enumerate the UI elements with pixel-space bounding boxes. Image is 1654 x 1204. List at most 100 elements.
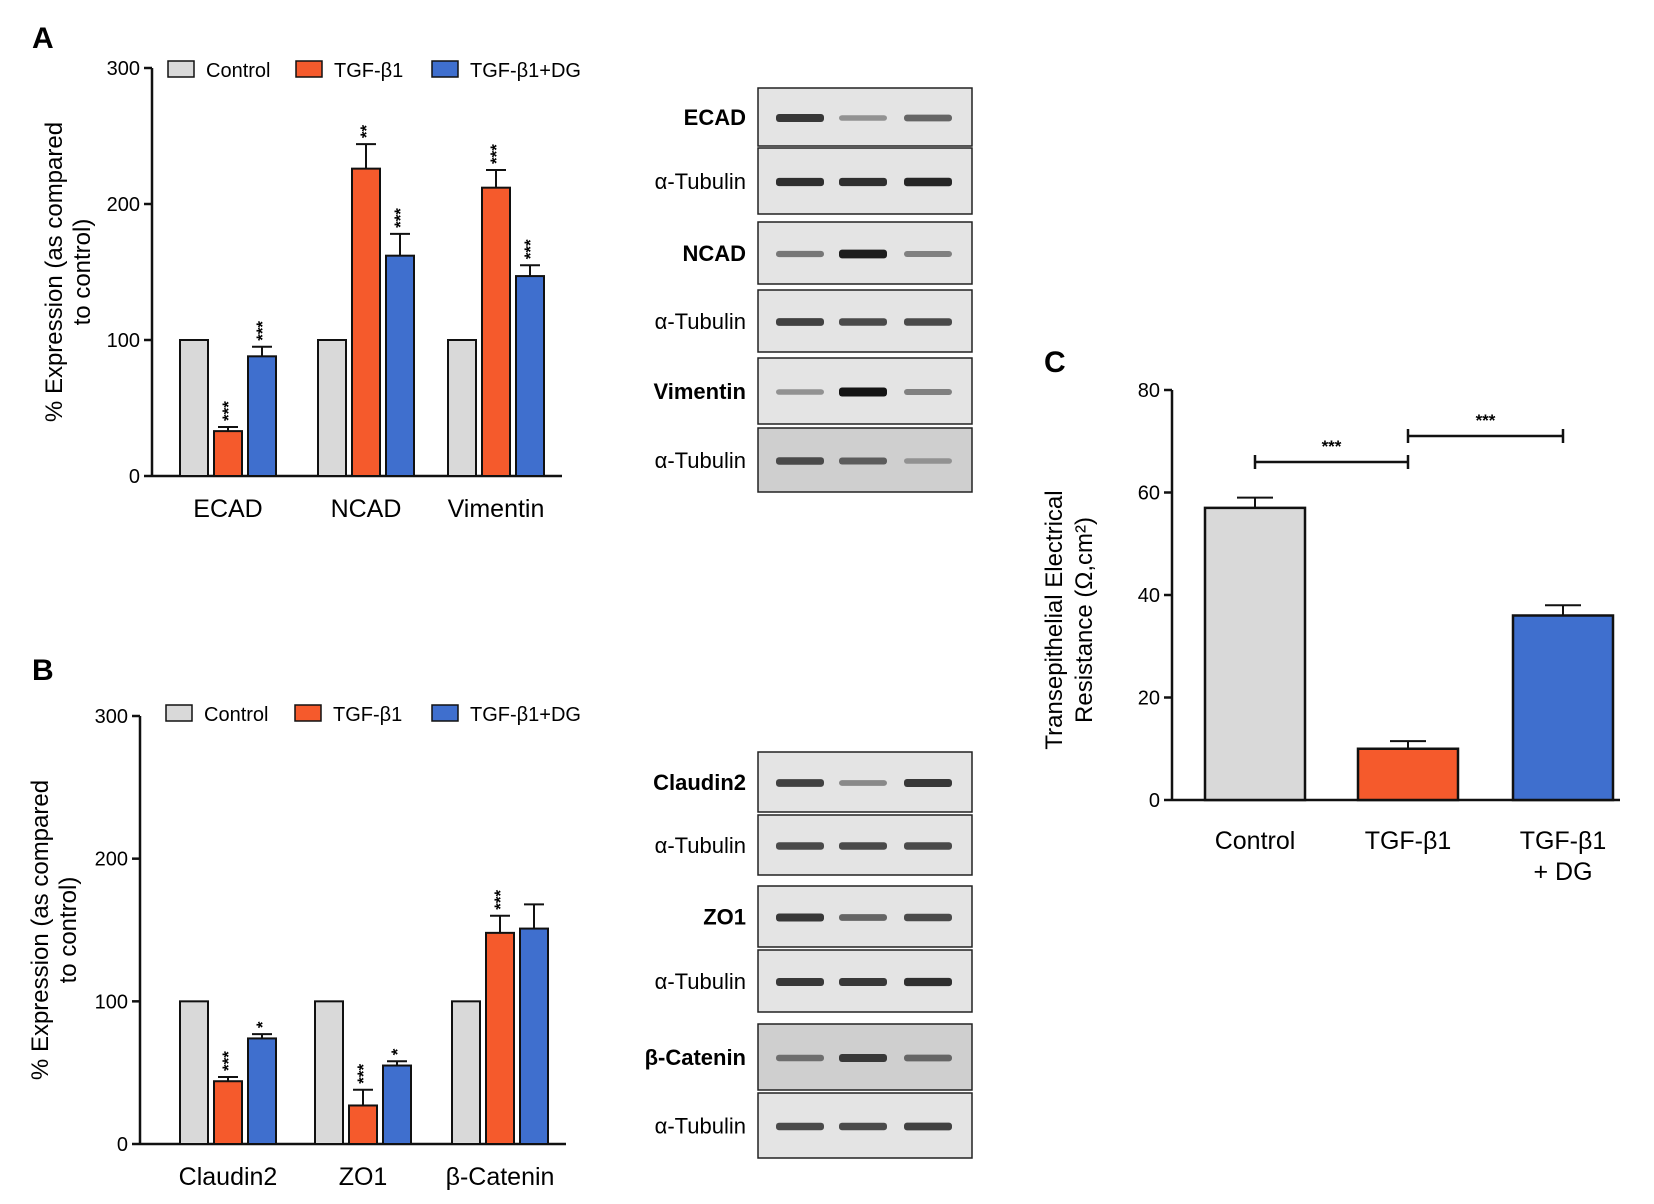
y-axis-label-line: Resistance (Ω,cm²) [1071, 517, 1098, 723]
bar-zo1-series-1 [348, 1104, 378, 1145]
blot-label: Vimentin [653, 379, 746, 404]
blot-label: α-Tubulin [655, 833, 746, 858]
bar-ncad-series-2 [385, 254, 415, 477]
blot-label: α-Tubulin [655, 969, 746, 994]
blot-band [776, 177, 824, 187]
legend-label: TGF-β1+DG [470, 60, 581, 82]
blot-label: α-Tubulin [655, 169, 746, 194]
blot-band [776, 457, 824, 465]
blot-band [904, 977, 952, 987]
legend-label: Control [204, 704, 268, 726]
x-category-label: TGF-β1 [1520, 827, 1607, 855]
blot-band [776, 1054, 824, 1062]
bar--catenin-series-2 [519, 927, 549, 1145]
bar-ecad-series-2 [247, 355, 277, 478]
bar-vimentin-series-0 [447, 339, 477, 477]
blot-label: α-Tubulin [655, 309, 746, 334]
y-tick-label: 300 [107, 58, 140, 80]
legend-label: TGF-β1 [334, 60, 403, 82]
blot-band [904, 251, 952, 257]
legend-swatch [165, 704, 193, 722]
x-category-label: TGF-β1 [1365, 827, 1452, 855]
y-tick-label: 80 [1138, 380, 1160, 402]
bar--catenin-series-0 [451, 1000, 481, 1145]
blot-band [839, 1122, 887, 1131]
y-tick-label: 200 [107, 194, 140, 216]
y-tick-label: 40 [1138, 585, 1160, 607]
legend-swatch [294, 704, 322, 722]
bar-ncad-series-1 [351, 167, 381, 477]
blot-band [839, 249, 887, 259]
bar-vimentin-series-1 [481, 186, 511, 477]
legend-swatch [167, 60, 195, 78]
x-category-label: Control [1215, 827, 1296, 855]
x-category-label: + DG [1533, 858, 1592, 886]
blot-band [776, 842, 824, 850]
blot-band [776, 250, 824, 258]
blot-label: ZO1 [703, 905, 746, 930]
bar-tgf-b1 [1356, 747, 1460, 802]
y-tick-label: 0 [117, 1134, 128, 1156]
y-axis-label-line: Transepithelial Electrical [1041, 490, 1068, 749]
legend-label: Control [206, 60, 270, 82]
y-axis-label-line: % Expression (as compared [27, 780, 54, 1080]
legend-label: TGF-β1 [333, 704, 402, 726]
significance-label: *** [1476, 411, 1496, 430]
blot-band [904, 318, 952, 326]
blot-band [904, 389, 952, 395]
bar-ncad-series-0 [317, 339, 347, 477]
bar--catenin-series-1 [485, 931, 515, 1145]
x-category-label: ECAD [193, 495, 262, 523]
significance-label: *** [487, 144, 506, 164]
bar-zo1-series-2 [382, 1064, 412, 1145]
blot-band [839, 457, 887, 465]
y-tick-label: 0 [1149, 790, 1160, 812]
bar-ecad-series-1 [213, 430, 243, 477]
significance-label: *** [491, 890, 510, 910]
blot-band [839, 914, 887, 921]
blot-band [776, 1122, 824, 1131]
y-axis-label-line: to control) [55, 877, 82, 984]
y-tick-label: 100 [107, 330, 140, 352]
blot-band [776, 389, 824, 395]
panel-letter-C: C [1044, 346, 1066, 379]
bar-claudin2-series-2 [247, 1037, 277, 1145]
blot-band [776, 779, 824, 787]
x-category-label: β-Catenin [446, 1163, 555, 1191]
legend-label: TGF-β1+DG [470, 704, 581, 726]
blot-band [839, 1054, 887, 1062]
blot-band [776, 114, 824, 122]
blot-label: β-Catenin [645, 1045, 746, 1070]
y-tick-label: 0 [129, 466, 140, 488]
significance-label: *** [521, 239, 540, 259]
blot-band [839, 318, 887, 326]
x-category-label: NCAD [331, 495, 402, 523]
y-axis-label: Transepithelial Electrical Resistance (Ω,… [1041, 490, 1098, 749]
significance-label: *** [219, 401, 238, 421]
y-tick-label: 300 [95, 706, 128, 728]
blot-band [839, 387, 887, 397]
blot-band [839, 842, 887, 850]
bar-zo1-series-0 [314, 1000, 344, 1145]
blot-label: Claudin2 [653, 770, 746, 795]
blot-band [839, 978, 887, 986]
bar-claudin2-series-1 [213, 1080, 243, 1146]
blot-label: NCAD [682, 241, 746, 266]
significance-label: * [253, 1021, 272, 1028]
blot-label: α-Tubulin [655, 448, 746, 473]
panel-letter-A: A [32, 22, 54, 55]
blot-band [904, 842, 952, 850]
x-category-label: Claudin2 [179, 1163, 278, 1191]
bar-tgf-b1-dg [1511, 614, 1615, 802]
blot-label: ECAD [684, 105, 746, 130]
blot-band [904, 913, 952, 922]
significance-label: *** [354, 1064, 373, 1084]
bar-control [1203, 506, 1307, 802]
blot-band [776, 318, 824, 326]
blot-band [904, 1122, 952, 1131]
significance-label: ** [357, 125, 376, 139]
blot-band [839, 177, 887, 187]
blot-band [839, 780, 887, 786]
legend-swatch [431, 60, 459, 78]
